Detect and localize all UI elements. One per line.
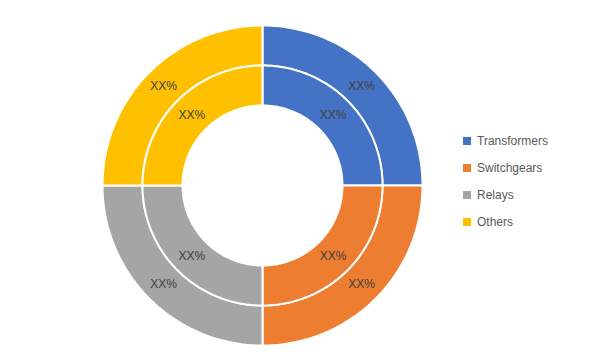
- svg-text:XX%: XX%: [178, 249, 205, 263]
- svg-text:XX%: XX%: [320, 108, 347, 122]
- html-text:Relays: Relays: [477, 187, 514, 202]
- svg-text:XX%: XX%: [348, 79, 375, 93]
- html-text:Switchgears: Switchgears: [477, 160, 543, 175]
- html-text:Transformers: Transformers: [477, 133, 548, 148]
- svg-text:XX%: XX%: [150, 79, 177, 93]
- svg-text:XX%: XX%: [348, 277, 375, 291]
- html-text:Others: Others: [477, 214, 513, 229]
- svg-text:XX%: XX%: [178, 108, 205, 122]
- svg-text:XX%: XX%: [150, 277, 177, 291]
- svg-text:XX%: XX%: [320, 249, 347, 263]
